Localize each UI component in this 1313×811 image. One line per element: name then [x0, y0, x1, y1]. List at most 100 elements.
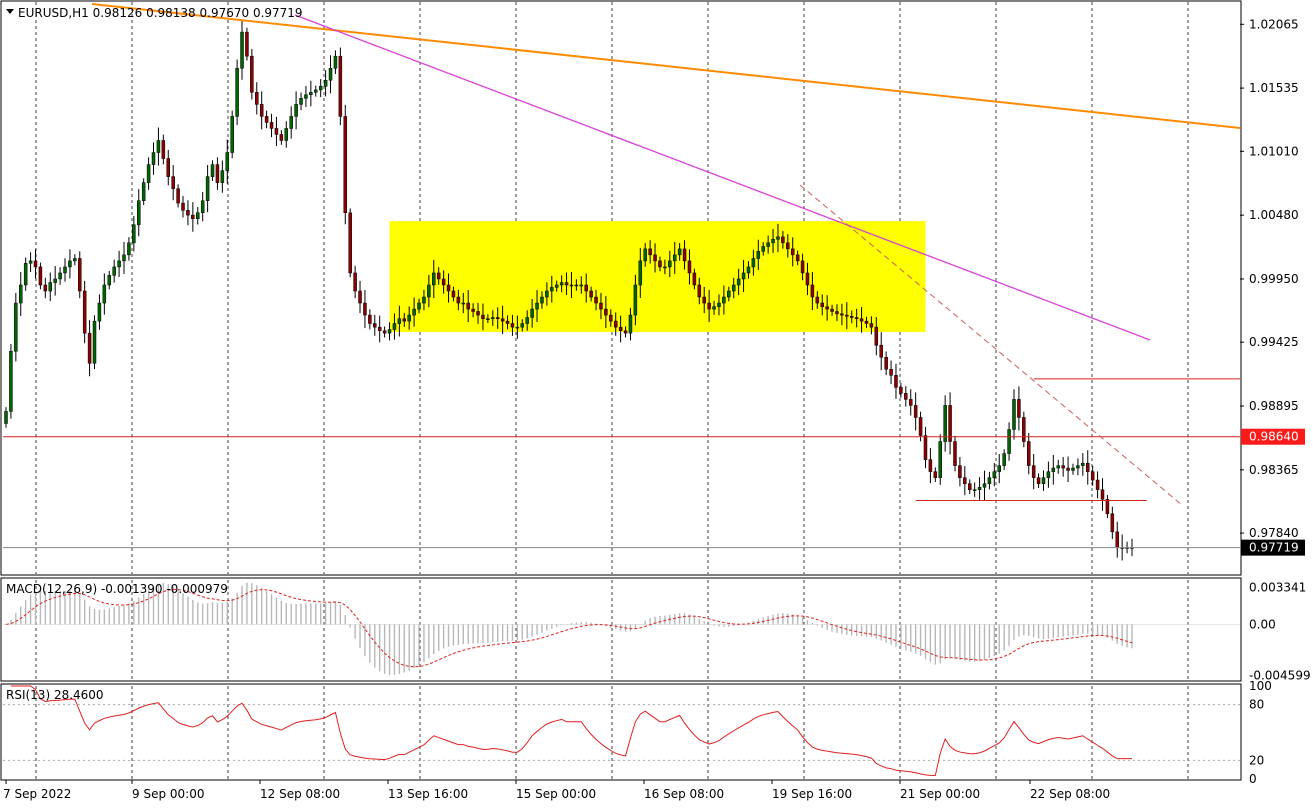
candle-body [53, 278, 57, 283]
candle-body [1061, 465, 1065, 469]
candle-body [446, 284, 451, 292]
candle [933, 467, 938, 482]
candle-body [412, 308, 416, 316]
candle-body [348, 212, 352, 274]
candle [520, 319, 525, 332]
candle [82, 280, 87, 344]
channel-dashed-line [799, 184, 1183, 506]
candle-body [786, 242, 790, 250]
candles-layer [4, 20, 1134, 561]
candle-body [1115, 531, 1119, 548]
candle [215, 157, 220, 190]
candle [97, 294, 102, 330]
candle-body [884, 356, 888, 370]
candle [869, 316, 874, 335]
candle-body [820, 302, 824, 307]
candle [23, 257, 28, 291]
candle [554, 280, 559, 292]
candle-body [68, 260, 72, 268]
candle [564, 272, 569, 296]
candle-body [274, 128, 279, 135]
price-tick-label: 1.02065 [1249, 17, 1299, 31]
candle [761, 242, 765, 256]
candle-body [727, 290, 731, 298]
candle-body [1085, 462, 1090, 472]
candle-body [132, 224, 136, 244]
candle [535, 290, 539, 323]
candle-body [161, 140, 166, 159]
candle [73, 254, 77, 266]
candle-body [78, 258, 82, 292]
candle-body [963, 477, 967, 484]
candle [623, 326, 628, 338]
candle-body [299, 98, 303, 105]
candle-body [948, 405, 952, 442]
candle [1002, 449, 1006, 470]
candle [594, 289, 598, 311]
candle [196, 206, 200, 225]
candle [1012, 389, 1016, 440]
candle [191, 202, 195, 232]
candle [820, 294, 824, 316]
candle-body [1051, 467, 1056, 472]
candle-body [363, 302, 367, 316]
candle [1110, 506, 1115, 540]
time-tick-label: 19 Sep 16:00 [772, 787, 852, 801]
candle [545, 282, 549, 306]
candle [609, 309, 613, 327]
candle-body [643, 248, 647, 262]
candle-body [264, 116, 269, 123]
candle-body [377, 326, 382, 331]
candle-body [500, 318, 505, 322]
candle-body [564, 282, 569, 286]
candle [338, 47, 343, 126]
candle [132, 216, 136, 252]
candle [245, 27, 249, 61]
candle-body [122, 254, 126, 262]
candle [677, 243, 682, 261]
level-price-label: 0.98640 [1249, 430, 1299, 444]
candle [717, 294, 721, 316]
candle-body [702, 296, 706, 304]
candle-body [117, 260, 121, 268]
candle [1046, 461, 1051, 488]
candle-body [938, 441, 942, 478]
candle-body [289, 116, 293, 129]
candle-body [722, 296, 726, 304]
candle [781, 231, 785, 249]
candle-body [48, 282, 53, 292]
candle [904, 386, 908, 407]
candle [461, 292, 466, 314]
candle-body [771, 238, 775, 244]
candle [805, 262, 810, 296]
candle [441, 270, 446, 294]
candle [712, 300, 716, 315]
time-tick-label: 22 Sep 08:00 [1030, 787, 1110, 801]
candle [859, 307, 864, 333]
candle-body [1041, 477, 1046, 484]
rsi-layer [3, 685, 1240, 777]
candle-body [982, 483, 987, 488]
rsi-panel-frame [0, 683, 1242, 781]
candle-body [461, 302, 466, 305]
symbol-dropdown-icon[interactable] [6, 9, 14, 14]
candle [756, 239, 761, 271]
macd-tick-label: 0.003341 [1249, 580, 1306, 594]
candle [220, 160, 225, 193]
candle [299, 92, 303, 111]
candle [879, 332, 883, 371]
time-tick-label: 13 Sep 16:00 [388, 787, 468, 801]
candle-body [441, 278, 446, 286]
rsi-title: RSI(13) 28.4600 [6, 688, 104, 702]
candle-body [810, 284, 815, 298]
candle-body [481, 314, 485, 319]
candle-body [697, 284, 702, 298]
candle [505, 315, 510, 330]
candle [146, 157, 151, 190]
candle-body [1046, 471, 1051, 478]
rsi-tick-label: 20 [1249, 753, 1264, 767]
candle [864, 316, 869, 328]
candle [1105, 495, 1110, 519]
